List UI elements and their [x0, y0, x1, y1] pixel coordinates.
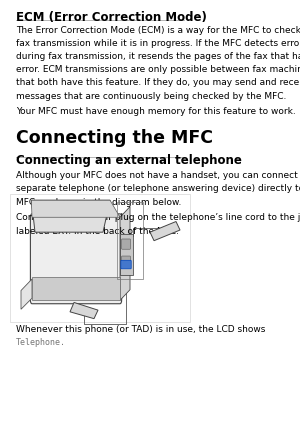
FancyBboxPatch shape [122, 256, 130, 266]
FancyBboxPatch shape [122, 239, 130, 249]
Text: Although your MFC does not have a handset, you can connect a: Although your MFC does not have a handse… [16, 171, 300, 180]
Polygon shape [70, 302, 98, 319]
Polygon shape [32, 200, 120, 217]
Text: The Error Correction Mode (ECM) is a way for the MFC to check a: The Error Correction Mode (ECM) is a way… [16, 26, 300, 35]
Polygon shape [32, 200, 110, 232]
Text: that both have this feature. If they do, you may send and receive fax: that both have this feature. If they do,… [16, 78, 300, 87]
Text: messages that are continuously being checked by the MFC.: messages that are continuously being che… [16, 92, 286, 101]
Text: separate telephone (or telephone answering device) directly to your: separate telephone (or telephone answeri… [16, 184, 300, 193]
Polygon shape [21, 279, 32, 309]
Text: error. ECM transmissions are only possible between fax machines: error. ECM transmissions are only possib… [16, 65, 300, 74]
Text: EXT: EXT [122, 253, 130, 257]
Polygon shape [120, 207, 130, 300]
Text: fax transmission while it is in progress. If the MFC detects errors: fax transmission while it is in progress… [16, 39, 300, 48]
Text: Your MFC must have enough memory for this feature to work.: Your MFC must have enough memory for thi… [16, 106, 296, 115]
Polygon shape [150, 222, 180, 241]
FancyBboxPatch shape [120, 234, 133, 275]
FancyBboxPatch shape [30, 214, 122, 304]
Text: MFC as shown in the diagram below.: MFC as shown in the diagram below. [16, 198, 182, 207]
Text: Telephone.: Telephone. [16, 338, 66, 347]
Text: Connect the modular plug on the telephone’s line cord to the jack: Connect the modular plug on the telephon… [16, 213, 300, 222]
FancyBboxPatch shape [32, 277, 120, 300]
Text: LINE: LINE [121, 236, 131, 240]
Text: Connecting an external telephone: Connecting an external telephone [16, 154, 242, 167]
Text: labeled EXT. in the back of the MFC.: labeled EXT. in the back of the MFC. [16, 227, 179, 236]
Text: during fax transmission, it resends the pages of the fax that had an: during fax transmission, it resends the … [16, 52, 300, 61]
Text: Connecting the MFC: Connecting the MFC [16, 129, 213, 147]
Text: ECM (Error Correction Mode): ECM (Error Correction Mode) [16, 11, 207, 24]
Text: Whenever this phone (or TAD) is in use, the LCD shows: Whenever this phone (or TAD) is in use, … [16, 325, 266, 334]
FancyBboxPatch shape [121, 260, 131, 269]
